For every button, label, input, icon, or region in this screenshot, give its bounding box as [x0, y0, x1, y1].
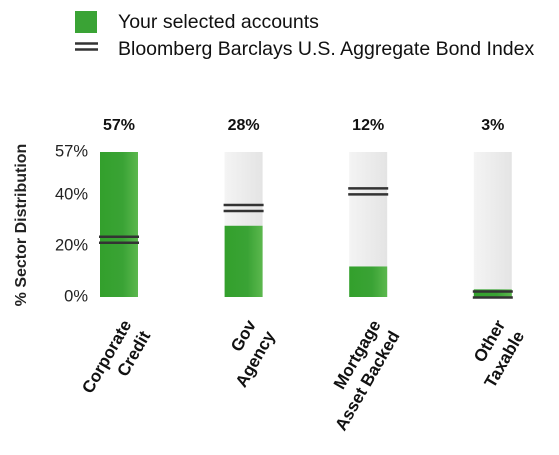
legend-swatch — [75, 11, 97, 33]
legend-label: Your selected accounts — [118, 11, 319, 33]
y-axis-title: % Sector Distribution — [13, 144, 30, 307]
column-background — [473, 152, 512, 297]
benchmark-marker — [472, 290, 513, 299]
bar — [100, 152, 138, 297]
y-tick-label: 40% — [55, 186, 88, 204]
legend-label: Bloomberg Barclays U.S. Aggregate Bond I… — [118, 38, 535, 60]
benchmark-marker — [99, 235, 139, 245]
data-label: 57% — [103, 117, 135, 134]
data-label: 12% — [352, 117, 384, 134]
benchmark-marker — [223, 203, 264, 213]
y-tick-label: 0% — [64, 287, 88, 305]
y-tick-label: 20% — [55, 236, 88, 254]
data-label: 3% — [481, 117, 504, 134]
bar — [349, 266, 388, 297]
bar — [224, 225, 263, 297]
benchmark-marker — [348, 187, 389, 196]
data-label: 28% — [228, 117, 260, 134]
bar — [473, 289, 512, 297]
y-tick-label: 57% — [55, 142, 88, 160]
